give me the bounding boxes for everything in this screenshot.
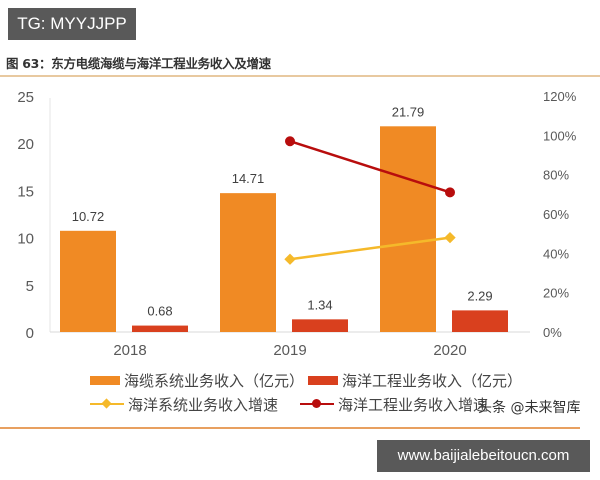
legend-label: 海缆系统业务收入（亿元）	[124, 371, 305, 390]
right-tick-label: 80%	[543, 168, 569, 183]
bar-value-label: 10.72	[72, 209, 105, 224]
left-axis: 0 5 10 15 20 25	[17, 89, 34, 342]
tg-badge: TG: MYYJJPP	[8, 8, 136, 40]
diamond-marker-icon	[90, 397, 124, 411]
bottom-divider	[0, 427, 580, 429]
right-tick-label: 60%	[543, 207, 569, 222]
legend-label: 海洋工程业务收入增速	[338, 395, 489, 414]
x-tick-label: 2020	[433, 342, 466, 359]
growth-lines	[284, 136, 456, 265]
legend-label: 海洋工程业务收入（亿元）	[342, 371, 523, 390]
circle-marker-icon	[300, 397, 334, 411]
right-tick-label: 120%	[543, 89, 577, 104]
bar-value-label: 21.79	[392, 104, 425, 119]
x-tick-label: 2018	[113, 342, 146, 359]
bar	[220, 193, 276, 332]
legend-item-cable-revenue: 海缆系统业务收入（亿元）	[90, 370, 304, 391]
right-tick-label: 20%	[543, 286, 569, 301]
bar	[60, 230, 116, 332]
bar-value-label: 2.29	[467, 288, 492, 303]
x-tick-label: 2019	[273, 342, 306, 359]
url-badge: www.baijialebeitoucn.com	[377, 440, 590, 472]
left-tick-label: 10	[17, 231, 34, 248]
legend-item-engineering-growth: 海洋工程业务收入增速	[300, 394, 488, 415]
legend-swatch-orange	[90, 375, 120, 385]
circle-marker-icon	[445, 187, 455, 198]
left-tick-label: 5	[26, 278, 34, 295]
circle-marker-icon	[285, 136, 295, 147]
top-divider	[0, 75, 600, 77]
left-tick-label: 0	[26, 325, 34, 342]
right-tick-label: 0%	[543, 325, 562, 340]
legend: 海缆系统业务收入（亿元） 海洋工程业务收入（亿元） 海洋系统业务收入增速 海洋工…	[90, 368, 570, 416]
left-tick-label: 20	[17, 136, 34, 153]
bar	[452, 310, 508, 332]
bar	[132, 325, 188, 332]
bar-value-label: 0.68	[147, 304, 172, 319]
legend-swatch-red	[308, 375, 339, 385]
bars: 10.72 14.71 21.79 0.68 1.34 2.29	[60, 104, 508, 332]
legend-item-cable-growth: 海洋系统业务收入增速	[90, 394, 296, 415]
legend-label: 海洋系统业务收入增速	[128, 395, 279, 414]
bar	[380, 126, 436, 332]
watermark: 头条 @未来智库	[478, 400, 581, 416]
bar	[292, 319, 348, 332]
left-tick-label: 25	[17, 89, 34, 106]
figure-title: 图 63：东方电缆海缆与海洋工程业务收入及增速	[6, 56, 271, 71]
growth-line	[289, 140, 451, 194]
x-axis-labels: 2018 2019 2020	[113, 342, 466, 359]
left-tick-label: 15	[17, 183, 34, 200]
diamond-marker-icon	[444, 231, 456, 244]
legend-item-engineering-revenue: 海洋工程业务收入（亿元）	[308, 370, 522, 391]
right-axis: 0% 20% 40% 60% 80% 100% 120%	[543, 89, 577, 340]
bar-value-label: 14.71	[232, 171, 265, 186]
right-tick-label: 40%	[543, 246, 569, 261]
right-tick-label: 100%	[543, 128, 577, 143]
diamond-marker-icon	[284, 253, 296, 265]
growth-line	[289, 236, 451, 261]
bar-value-label: 1.34	[307, 297, 332, 312]
